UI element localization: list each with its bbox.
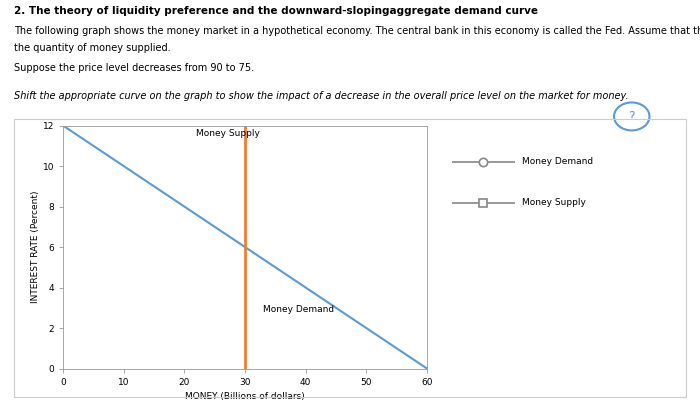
Text: Money Demand: Money Demand: [522, 158, 593, 166]
Text: Shift the appropriate curve on the graph to show the impact of a decrease in the: Shift the appropriate curve on the graph…: [14, 91, 629, 101]
Text: Money Supply: Money Supply: [522, 198, 585, 207]
Text: the quantity of money supplied.: the quantity of money supplied.: [14, 43, 171, 53]
Text: 2. The theory of liquidity preference and the downward-slopingaggregate demand c: 2. The theory of liquidity preference an…: [14, 6, 538, 16]
Text: The following graph shows the money market in a hypothetical economy. The centra: The following graph shows the money mark…: [14, 26, 700, 36]
Text: Money Supply: Money Supply: [197, 129, 260, 138]
X-axis label: MONEY (Billions of dollars): MONEY (Billions of dollars): [185, 392, 305, 401]
Y-axis label: INTEREST RATE (Percent): INTEREST RATE (Percent): [31, 191, 40, 303]
Text: ?: ?: [629, 110, 635, 123]
Text: Money Demand: Money Demand: [263, 305, 335, 314]
Text: Suppose the price level decreases from 90 to 75.: Suppose the price level decreases from 9…: [14, 63, 254, 73]
